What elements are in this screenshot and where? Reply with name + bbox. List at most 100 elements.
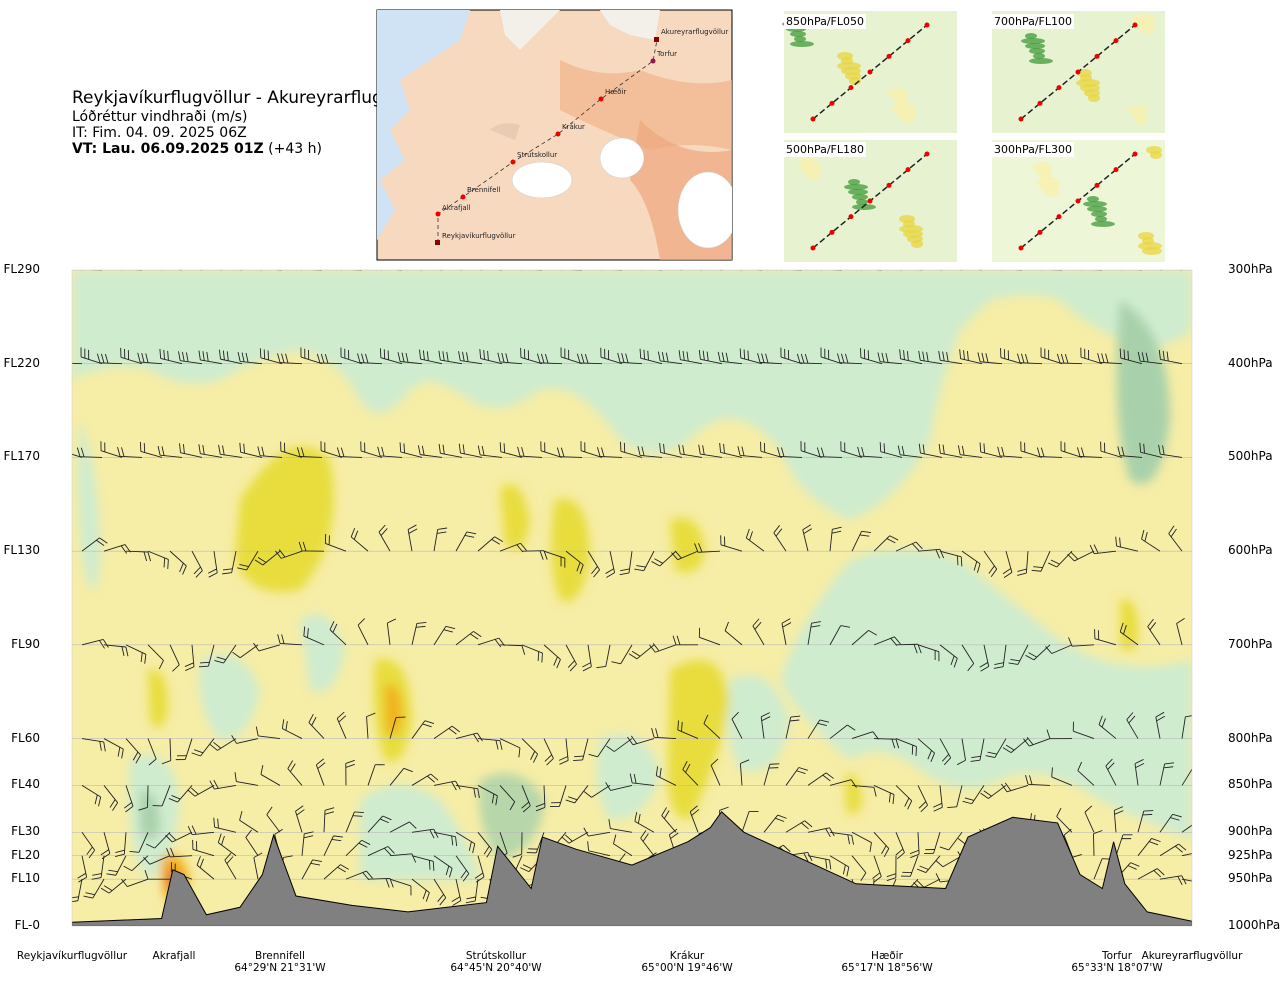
wind-barb bbox=[411, 855, 435, 871]
wind-barb bbox=[780, 347, 803, 365]
location-label: Akureyrarflugvöllur bbox=[1142, 950, 1243, 962]
wind-barb bbox=[918, 350, 943, 365]
wind-barb bbox=[120, 347, 143, 365]
wind-barb bbox=[411, 773, 439, 786]
sink-region-krakur-east bbox=[726, 675, 790, 772]
wind-barb bbox=[1115, 834, 1133, 856]
wind-barb bbox=[411, 878, 430, 902]
wind-barb bbox=[897, 445, 923, 458]
flight-level-label: FL170 bbox=[3, 449, 41, 464]
wind-barb bbox=[377, 446, 403, 458]
wind-barb bbox=[588, 738, 611, 758]
map-label-brennifell: Brennifell bbox=[467, 186, 500, 194]
wind-barb bbox=[829, 526, 842, 552]
map-marker-akureyri bbox=[654, 37, 659, 42]
mini-map-panel bbox=[784, 140, 957, 262]
wind-barb bbox=[145, 831, 171, 849]
wind-barb bbox=[985, 738, 1007, 758]
wind-barb bbox=[411, 720, 435, 739]
wind-barb bbox=[433, 527, 448, 552]
wind-barb bbox=[1067, 550, 1095, 562]
wind-barb bbox=[1076, 447, 1103, 458]
wind-barb bbox=[79, 270, 103, 271]
wind-barb bbox=[802, 524, 812, 552]
wind-barb bbox=[961, 550, 981, 573]
wind-barb bbox=[239, 810, 259, 833]
wind-barb bbox=[345, 759, 355, 786]
mini-map-field bbox=[1095, 216, 1107, 222]
wind-barb bbox=[763, 814, 787, 833]
wind-barb bbox=[72, 879, 83, 903]
wind-barb bbox=[1181, 850, 1192, 857]
wind-barb bbox=[600, 270, 623, 271]
wind-barb bbox=[873, 738, 900, 749]
wind-barb bbox=[320, 270, 343, 271]
lift-region-krakur bbox=[667, 660, 730, 820]
wind-barb bbox=[143, 855, 171, 865]
wind-barb bbox=[939, 550, 963, 567]
flight-level-label: FL130 bbox=[3, 543, 41, 558]
sink-column-left bbox=[77, 420, 100, 590]
wind-barb bbox=[739, 348, 763, 365]
mini-map-field bbox=[849, 77, 861, 85]
wind-barb bbox=[81, 738, 106, 752]
wind-barb bbox=[239, 442, 263, 458]
wind-barb bbox=[81, 537, 108, 552]
location-label: Akrafjall bbox=[153, 950, 196, 962]
wind-barb bbox=[96, 353, 123, 365]
mini-map-field bbox=[844, 184, 868, 190]
wind-barb bbox=[829, 779, 857, 788]
wind-barb bbox=[315, 758, 326, 786]
wind-barb bbox=[807, 855, 832, 870]
wind-barb bbox=[399, 442, 423, 458]
mini-map-waypoint bbox=[810, 116, 816, 122]
wind-barb bbox=[760, 270, 783, 271]
wind-barb bbox=[266, 806, 281, 833]
wind-barb bbox=[178, 351, 203, 365]
wind-barb bbox=[114, 832, 127, 857]
wind-barb bbox=[938, 350, 963, 365]
wind-barb bbox=[895, 832, 905, 860]
wind-barb bbox=[220, 270, 243, 271]
wind-barb bbox=[240, 270, 263, 271]
wind-barb bbox=[639, 348, 663, 365]
wind-barb bbox=[80, 347, 103, 365]
wind-barb bbox=[535, 785, 546, 812]
wind-barb bbox=[807, 621, 821, 645]
wind-barb bbox=[139, 441, 163, 458]
wind-barb bbox=[649, 643, 677, 653]
wind-barb bbox=[231, 735, 259, 744]
mini-map-title-500: 500hPa/FL180 bbox=[784, 142, 867, 157]
location-name: Krákur bbox=[669, 950, 705, 962]
wind-barb bbox=[234, 772, 259, 786]
wind-barb bbox=[433, 855, 453, 878]
wind-barb bbox=[253, 642, 281, 652]
mini-map-field bbox=[790, 31, 806, 37]
wind-barb bbox=[760, 712, 771, 739]
wind-barb bbox=[329, 620, 347, 646]
wind-barb bbox=[366, 712, 376, 739]
strong-sink-upper bbox=[1116, 300, 1170, 484]
mini-map-waypoint bbox=[1037, 100, 1043, 106]
pressure-level-label: 850hPa bbox=[1228, 777, 1273, 792]
wind-barb bbox=[1158, 349, 1183, 365]
wind-barb bbox=[781, 618, 792, 645]
map-label-akrafjall: Akrafjall bbox=[442, 204, 471, 212]
wind-barb bbox=[477, 738, 503, 750]
wind-barb bbox=[543, 644, 561, 669]
wind-barb bbox=[597, 447, 623, 458]
wind-barb bbox=[222, 551, 237, 575]
wind-barb bbox=[336, 711, 347, 739]
valid-time-offset: (+43 h) bbox=[268, 141, 322, 157]
wind-barb bbox=[565, 785, 589, 804]
wind-barb bbox=[752, 618, 765, 646]
mini-map-field bbox=[1139, 24, 1155, 34]
wind-barb bbox=[237, 352, 263, 365]
wind-barb bbox=[340, 347, 363, 365]
wind-barb bbox=[1139, 442, 1163, 458]
map-marker-akrafjall bbox=[435, 211, 441, 217]
sink-region-right bbox=[780, 550, 1192, 840]
wind-barb bbox=[694, 543, 721, 553]
wind-barb bbox=[209, 779, 237, 790]
wind-barb bbox=[820, 347, 843, 365]
